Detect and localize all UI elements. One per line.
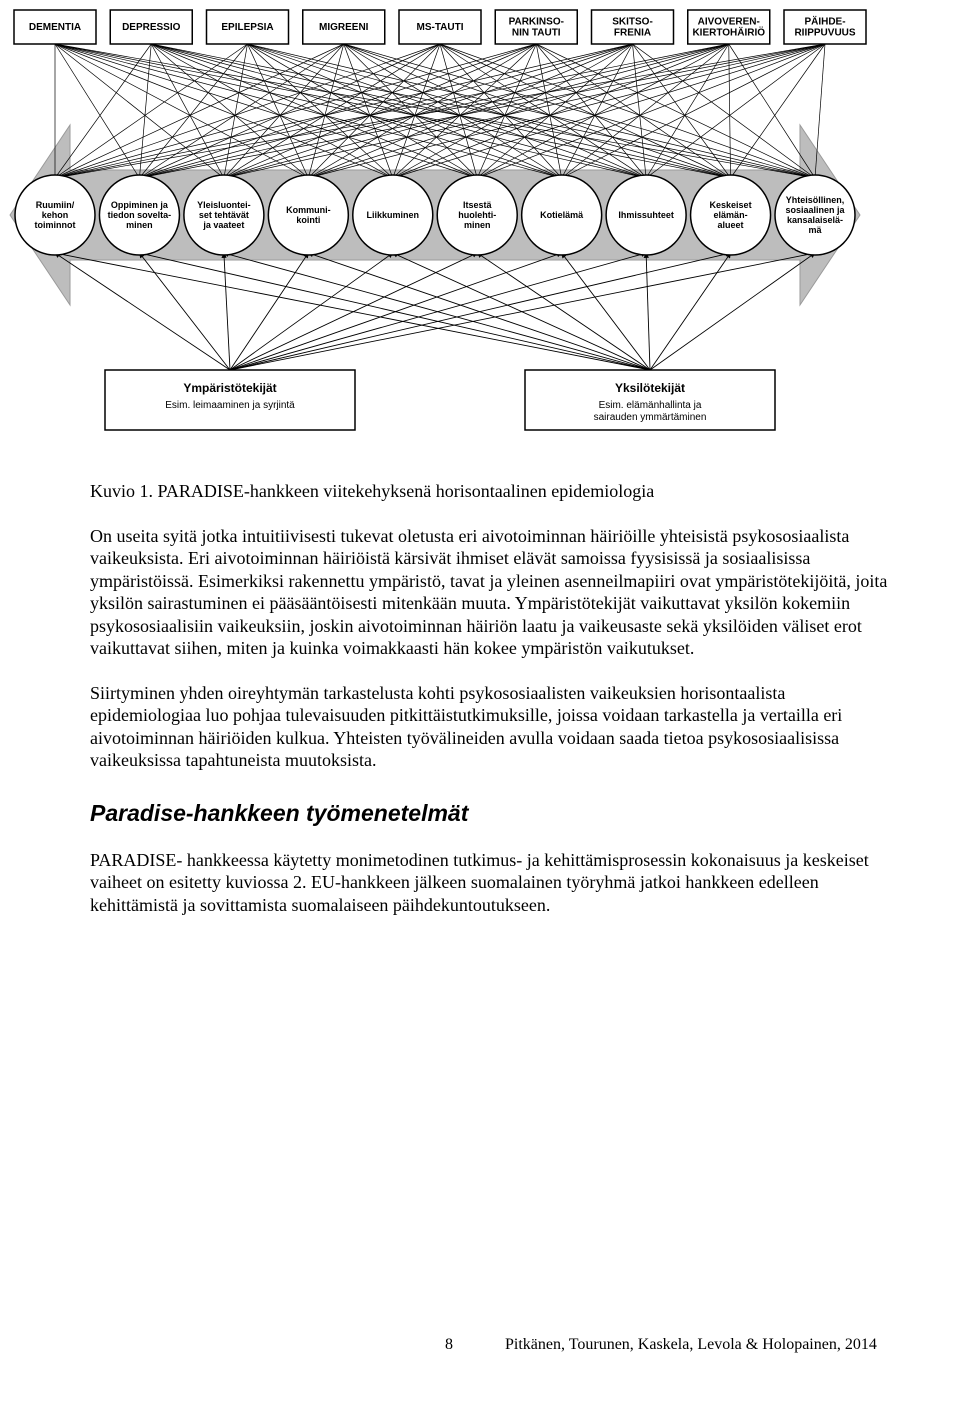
svg-text:MS-TAUTI: MS-TAUTI	[416, 22, 463, 33]
svg-text:KIERTOHÄIRIÖ: KIERTOHÄIRIÖ	[692, 26, 765, 39]
svg-text:elämän-: elämän-	[714, 210, 748, 220]
svg-text:ja vaateet: ja vaateet	[202, 220, 244, 230]
svg-text:Ympäristötekijät: Ympäristötekijät	[183, 381, 276, 395]
footer-credit: Pitkänen, Tourunen, Kaskela, Levola & Ho…	[505, 1336, 877, 1354]
svg-text:sairauden ymmärtäminen: sairauden ymmärtäminen	[594, 412, 707, 423]
svg-text:huolehti-: huolehti-	[458, 210, 496, 220]
svg-text:Esim. leimaaminen ja syrjintä: Esim. leimaaminen ja syrjintä	[165, 400, 295, 411]
svg-text:DEMENTIA: DEMENTIA	[29, 22, 81, 33]
figure-caption: Kuvio 1. PARADISE-hankkeen viitekehyksen…	[90, 480, 900, 503]
svg-text:Yhteisöllinen,: Yhteisöllinen,	[786, 195, 845, 205]
svg-text:minen: minen	[464, 220, 491, 230]
svg-text:Ihmissuhteet: Ihmissuhteet	[618, 210, 674, 220]
diagram-figure: DEMENTIA DEPRESSIO EPILEPSIA MIGREENI MS-TAU…	[0, 0, 960, 450]
svg-text:tiedon sovelta-: tiedon sovelta-	[108, 210, 172, 220]
svg-text:Itsestä: Itsestä	[463, 200, 493, 210]
section-heading: Paradise-hankkeen työmenetelmät	[90, 800, 900, 827]
svg-text:Kotielämä: Kotielämä	[540, 210, 584, 220]
svg-text:PARKINSO-: PARKINSO-	[509, 17, 564, 28]
svg-text:NIN TAUTI: NIN TAUTI	[512, 28, 561, 39]
svg-text:Yksilötekijät: Yksilötekijät	[615, 381, 685, 395]
svg-text:toiminnot: toiminnot	[35, 220, 76, 230]
paragraph-3: PARADISE- hankkeessa käytetty monimetodi…	[90, 849, 900, 917]
page-number: 8	[445, 1336, 453, 1354]
page-body: Kuvio 1. PARADISE-hankkeen viitekehyksen…	[0, 480, 960, 1404]
svg-text:EPILEPSIA: EPILEPSIA	[221, 22, 273, 33]
svg-text:RIIPPUVUUS: RIIPPUVUUS	[794, 28, 855, 39]
svg-text:DEPRESSIO: DEPRESSIO	[122, 22, 181, 33]
svg-text:SKITSO-: SKITSO-	[612, 17, 653, 28]
svg-text:Yleisluontei-: Yleisluontei-	[197, 200, 251, 210]
page-footer: 8 Pitkänen, Tourunen, Kaskela, Levola & …	[90, 1336, 900, 1364]
svg-text:alueet: alueet	[718, 220, 744, 230]
svg-text:minen: minen	[126, 220, 153, 230]
svg-text:FRENIA: FRENIA	[614, 28, 651, 39]
svg-text:sosiaalinen ja: sosiaalinen ja	[785, 205, 845, 215]
svg-text:mä: mä	[808, 225, 822, 235]
svg-text:PÄIHDE-: PÄIHDE-	[804, 15, 845, 28]
svg-text:AIVOVEREN-: AIVOVEREN-	[698, 17, 760, 28]
network-diagram: DEMENTIA DEPRESSIO EPILEPSIA MIGREENI MS-TAU…	[0, 0, 870, 450]
svg-text:MIGREENI: MIGREENI	[319, 22, 369, 33]
svg-text:Kommuni-: Kommuni-	[286, 205, 331, 215]
paragraph-2: Siirtyminen yhden oireyhtymän tarkastelu…	[90, 682, 900, 772]
paragraph-1: On useita syitä jotka intuitiivisesti tu…	[90, 525, 900, 660]
svg-text:Keskeiset: Keskeiset	[710, 200, 752, 210]
svg-text:set tehtävät: set tehtävät	[199, 210, 249, 220]
svg-text:Esim. elämänhallinta ja: Esim. elämänhallinta ja	[599, 400, 702, 411]
svg-text:kointi: kointi	[296, 215, 320, 225]
svg-text:Ruumiin/: Ruumiin/	[36, 200, 75, 210]
svg-text:Oppiminen ja: Oppiminen ja	[111, 200, 169, 210]
svg-text:kehon: kehon	[42, 210, 69, 220]
svg-text:kansalaiselä-: kansalaiselä-	[787, 215, 843, 225]
svg-text:Liikkuminen: Liikkuminen	[367, 210, 420, 220]
